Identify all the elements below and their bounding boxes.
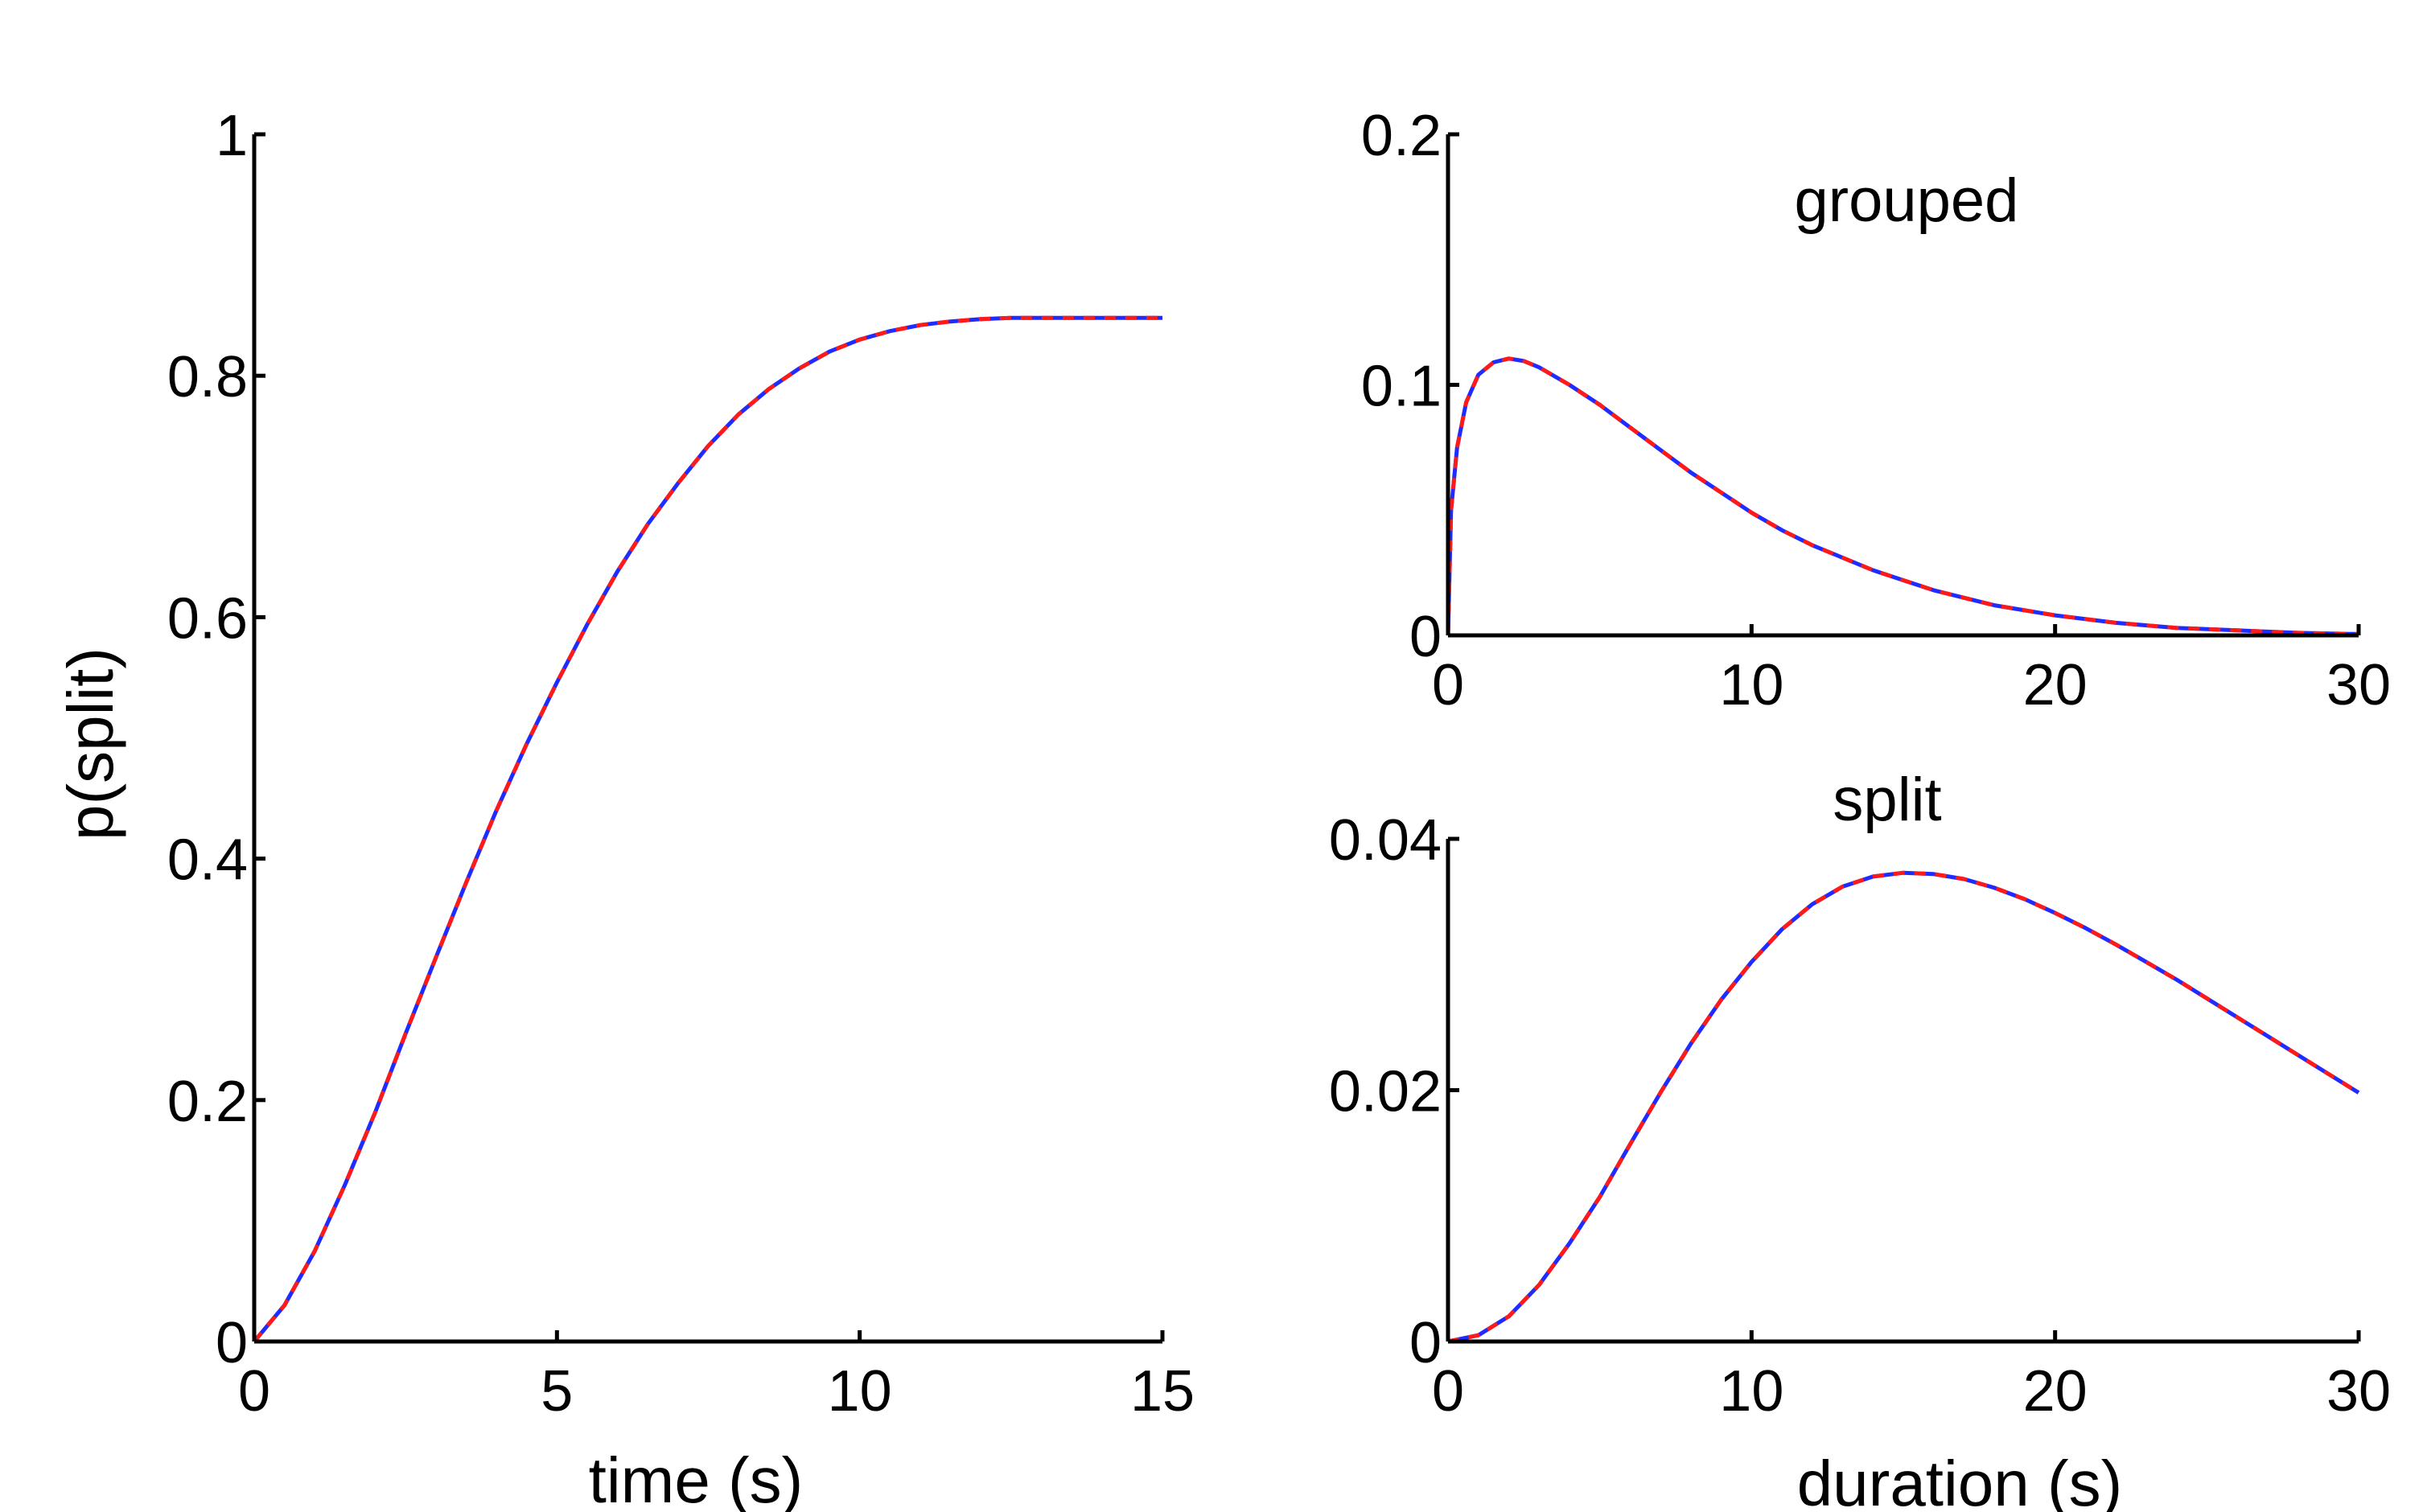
cumulative-ytick-label: 0.8 xyxy=(167,345,248,409)
grouped-xtick-label: 10 xyxy=(1719,653,1783,717)
cumulative-ytick-label: 1 xyxy=(216,104,248,168)
grouped-title: grouped xyxy=(1795,166,2019,235)
grouped-ytick-label: 0.2 xyxy=(1361,104,1442,168)
cumulative-xtick-label: 0 xyxy=(238,1359,270,1424)
cumulative-ytick-label: 0.6 xyxy=(167,586,248,651)
grouped-ytick-label: 0.1 xyxy=(1361,355,1442,419)
cumulative-ytick-label: 0.2 xyxy=(167,1070,248,1134)
split-xtick-label: 0 xyxy=(1432,1359,1464,1424)
split-xtick-label: 20 xyxy=(2023,1359,2088,1424)
split-ytick-label: 0 xyxy=(1409,1311,1442,1375)
grouped-xtick-label: 0 xyxy=(1432,653,1464,717)
cumulative-xlabel: time (s) xyxy=(589,1444,804,1512)
split-xtick-label: 10 xyxy=(1719,1359,1783,1424)
split-series-dashed-line xyxy=(1447,870,2360,1344)
grouped-xtick-label: 20 xyxy=(2023,653,2088,717)
cumulative-xtick-label: 10 xyxy=(828,1359,892,1424)
split-ytick-label: 0.02 xyxy=(1329,1060,1442,1124)
cumulative-series-dashed-line xyxy=(253,315,1162,1343)
cumulative-xtick-label: 5 xyxy=(541,1359,573,1424)
split-xtick-label: 30 xyxy=(2326,1359,2391,1424)
split-title: split xyxy=(1833,766,1941,834)
cumulative-ytick-label: 0.4 xyxy=(167,828,248,893)
cumulative-ylabel: p(split) xyxy=(55,647,126,840)
split-ytick-label: 0.04 xyxy=(1329,808,1442,873)
grouped-panel: grouped 0 0.1 0.2 0 10 20 30 xyxy=(1361,104,2391,717)
split-xlabel: duration (s) xyxy=(1797,1448,2123,1512)
cumulative-xtick-label: 15 xyxy=(1130,1359,1195,1424)
cumulative-panel: p(split) time (s) 00.20.40.60.810 5 10 15 xyxy=(55,104,1195,1512)
grouped-xtick-label: 30 xyxy=(2326,653,2391,717)
split-panel: split duration (s) 0 0.02 0.04 0 10 20 30 xyxy=(1329,766,2391,1512)
cumulative-ytick-label: 0 xyxy=(216,1311,248,1375)
grouped-series-dashed-line xyxy=(1446,356,2359,636)
grouped-ytick-label: 0 xyxy=(1409,605,1442,669)
